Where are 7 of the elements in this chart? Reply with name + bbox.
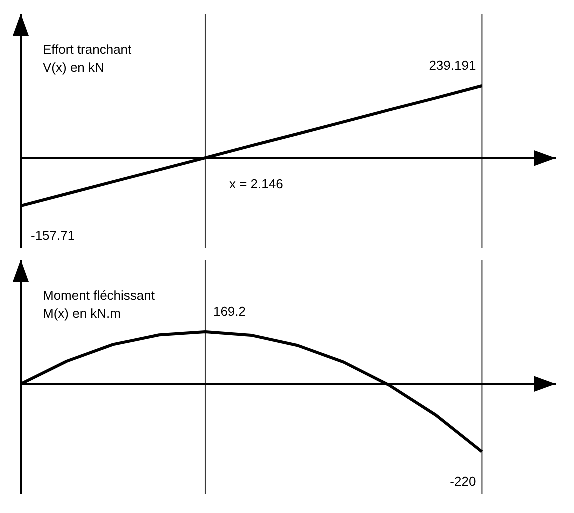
y-axis-title: Effort tranchant V(x) en kN: [43, 42, 132, 75]
data-label: 169.2: [213, 304, 246, 319]
annotation: x = 2.146: [229, 176, 284, 192]
data-label: -220: [450, 474, 476, 489]
data-label: 239.191: [429, 58, 476, 73]
y-axis-title: Moment fléchissant M(x) en kN.m: [43, 288, 156, 321]
data-label: -157.71: [31, 228, 76, 243]
